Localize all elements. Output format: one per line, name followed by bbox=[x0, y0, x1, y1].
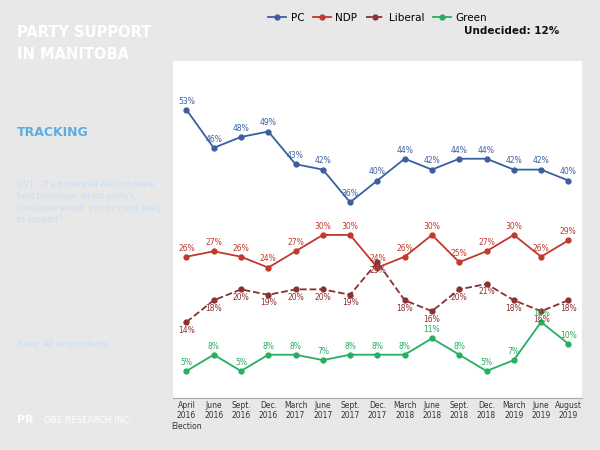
Text: 19%: 19% bbox=[260, 298, 277, 307]
Text: 20%: 20% bbox=[314, 293, 331, 302]
Text: 42%: 42% bbox=[424, 157, 440, 166]
Text: 11%: 11% bbox=[424, 325, 440, 334]
Text: 30%: 30% bbox=[341, 222, 359, 231]
Text: 48%: 48% bbox=[233, 124, 250, 133]
Text: 8%: 8% bbox=[371, 342, 383, 351]
Text: 44%: 44% bbox=[396, 145, 413, 154]
Text: 30%: 30% bbox=[424, 222, 440, 231]
Text: 25%: 25% bbox=[369, 266, 386, 274]
Text: 25%: 25% bbox=[451, 249, 467, 258]
Text: Base: All respondents: Base: All respondents bbox=[17, 340, 109, 349]
Text: 8%: 8% bbox=[262, 342, 274, 351]
Text: 8%: 8% bbox=[344, 342, 356, 351]
Text: 24%: 24% bbox=[369, 254, 386, 263]
Text: 7%: 7% bbox=[508, 347, 520, 356]
Text: 53%: 53% bbox=[178, 97, 195, 106]
Text: 44%: 44% bbox=[451, 145, 467, 154]
Text: 20%: 20% bbox=[233, 293, 250, 302]
Text: 18%: 18% bbox=[560, 304, 577, 313]
Text: 18%: 18% bbox=[397, 304, 413, 313]
Text: 40%: 40% bbox=[560, 167, 577, 176]
Text: 30%: 30% bbox=[314, 222, 331, 231]
Text: 42%: 42% bbox=[533, 157, 550, 166]
Text: Undecided: 12%: Undecided: 12% bbox=[464, 26, 559, 36]
Text: 5%: 5% bbox=[181, 358, 193, 367]
Text: IN MANITOBA: IN MANITOBA bbox=[17, 47, 128, 62]
Text: 14%: 14% bbox=[533, 309, 550, 318]
Text: 40%: 40% bbox=[369, 167, 386, 176]
Text: TRACKING: TRACKING bbox=[17, 126, 88, 139]
Text: PR: PR bbox=[17, 415, 34, 425]
Text: 43%: 43% bbox=[287, 151, 304, 160]
Text: 46%: 46% bbox=[205, 135, 222, 144]
Text: 5%: 5% bbox=[481, 358, 493, 367]
Legend: PC, NDP, Liberal, Green: PC, NDP, Liberal, Green bbox=[263, 9, 491, 27]
Text: 14%: 14% bbox=[178, 325, 195, 334]
Text: 49%: 49% bbox=[260, 118, 277, 127]
Text: 18%: 18% bbox=[505, 304, 522, 313]
Text: 36%: 36% bbox=[341, 189, 359, 198]
Text: 26%: 26% bbox=[178, 243, 195, 252]
Text: 8%: 8% bbox=[208, 342, 220, 351]
Text: QV1. “If a provincial election were
held tomorrow, which party’s
candidate would: QV1. “If a provincial election were held… bbox=[17, 180, 162, 225]
Text: 20%: 20% bbox=[451, 293, 467, 302]
Text: 42%: 42% bbox=[505, 157, 522, 166]
Text: 5%: 5% bbox=[235, 358, 247, 367]
Text: 27%: 27% bbox=[478, 238, 495, 247]
Text: 30%: 30% bbox=[505, 222, 522, 231]
Text: 20%: 20% bbox=[287, 293, 304, 302]
Text: 21%: 21% bbox=[478, 288, 495, 297]
Text: 18%: 18% bbox=[205, 304, 222, 313]
Text: 8%: 8% bbox=[454, 342, 465, 351]
Text: 7%: 7% bbox=[317, 347, 329, 356]
Text: 8%: 8% bbox=[399, 342, 410, 351]
Text: 42%: 42% bbox=[314, 157, 331, 166]
Text: PARTY SUPPORT: PARTY SUPPORT bbox=[17, 25, 151, 40]
Text: 27%: 27% bbox=[287, 238, 304, 247]
Text: 8%: 8% bbox=[290, 342, 301, 351]
Text: 24%: 24% bbox=[260, 254, 277, 263]
Text: 44%: 44% bbox=[478, 145, 495, 154]
Text: 29%: 29% bbox=[560, 227, 577, 236]
Text: 27%: 27% bbox=[205, 238, 222, 247]
Text: 10%: 10% bbox=[560, 331, 577, 340]
Text: 26%: 26% bbox=[233, 243, 250, 252]
Text: 16%: 16% bbox=[533, 315, 550, 324]
Text: 26%: 26% bbox=[397, 243, 413, 252]
Text: 26%: 26% bbox=[533, 243, 550, 252]
Text: 19%: 19% bbox=[342, 298, 358, 307]
Text: 16%: 16% bbox=[424, 315, 440, 324]
Text: OBE RESEARCH INC.: OBE RESEARCH INC. bbox=[44, 416, 132, 425]
